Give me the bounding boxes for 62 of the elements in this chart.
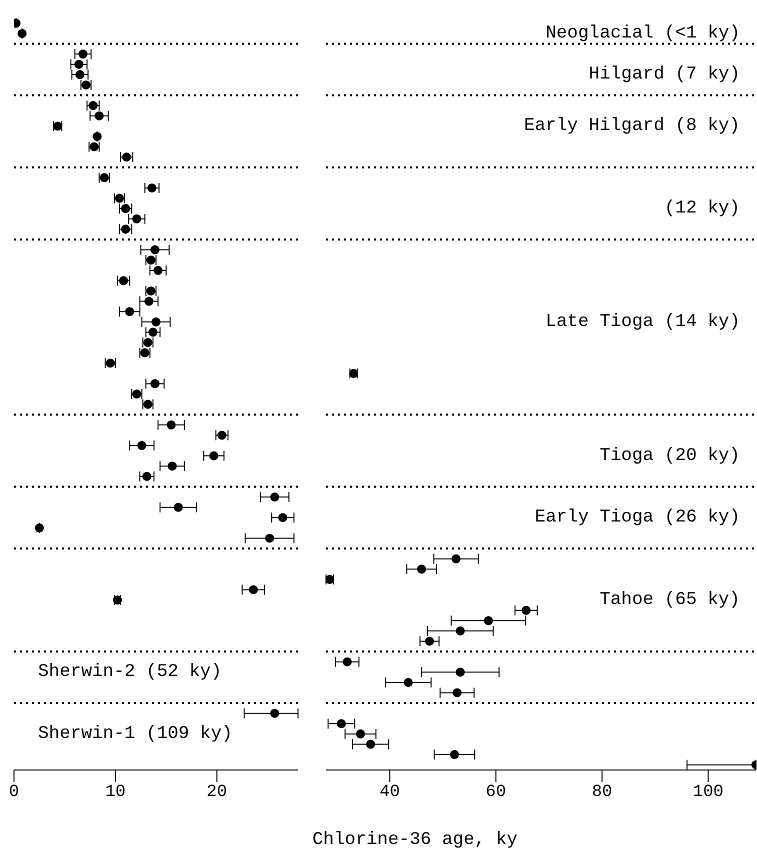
- point: [248, 585, 258, 594]
- x-tick-label: 10: [105, 783, 126, 802]
- point: [404, 678, 413, 687]
- point: [147, 183, 156, 192]
- y-tick-label: Late Tioga (14 ky): [546, 312, 740, 332]
- x-tick-label: 40: [380, 783, 400, 802]
- point: [265, 534, 274, 543]
- point: [366, 740, 376, 749]
- y-tick-label: Tahoe (65 ky): [600, 590, 740, 610]
- point: [270, 708, 280, 718]
- point: [148, 328, 158, 337]
- point: [456, 626, 465, 636]
- point: [452, 688, 462, 698]
- point: [356, 729, 366, 738]
- point: [142, 472, 152, 481]
- point: [125, 307, 134, 316]
- point: [168, 462, 177, 471]
- x-tick-label: 100: [692, 783, 724, 802]
- point: [174, 502, 183, 512]
- point: [151, 317, 161, 326]
- point: [456, 668, 465, 677]
- point: [94, 111, 104, 120]
- x-tick-label: 60: [486, 783, 506, 802]
- point: [217, 430, 226, 440]
- y-tick-label: Early Tioga (26 ky): [534, 508, 740, 528]
- y-tick-label: Sherwin-2 (52 ky): [38, 662, 222, 682]
- point: [450, 750, 459, 760]
- point: [154, 266, 163, 275]
- point: [452, 554, 461, 564]
- y-tick-label: Tioga (20 ky): [600, 446, 740, 466]
- y-tick-label: Early Hilgard (8 ky): [524, 116, 740, 136]
- point: [278, 513, 288, 522]
- point: [336, 719, 346, 728]
- point: [144, 296, 154, 306]
- point: [18, 28, 27, 38]
- point: [121, 204, 130, 214]
- point: [209, 451, 218, 460]
- point: [425, 636, 434, 646]
- point: [150, 379, 160, 388]
- x-axis-title: Chlorine-36 age, ky: [311, 830, 519, 850]
- y-tick-label: Neoglacial (<1 ky): [546, 23, 740, 44]
- point: [342, 657, 352, 666]
- point: [417, 564, 426, 574]
- x-tick-label: 80: [592, 783, 612, 802]
- point: [119, 276, 128, 286]
- point: [484, 616, 493, 626]
- point: [34, 523, 44, 532]
- point: [78, 50, 88, 59]
- y-tick-label: Sherwin-1 (109 ky): [38, 724, 232, 744]
- point: [75, 70, 84, 80]
- point: [137, 441, 146, 450]
- y-tick-label: (12 ky): [664, 198, 740, 219]
- point: [166, 420, 176, 430]
- y-tick-label: Hilgard (7 ky): [588, 64, 740, 85]
- point: [150, 245, 160, 254]
- point: [74, 60, 84, 69]
- point: [270, 492, 280, 502]
- point: [121, 224, 130, 234]
- point: [522, 606, 531, 615]
- x-tick-label: 0: [8, 783, 20, 802]
- point: [132, 214, 142, 224]
- x-tick-label: 20: [206, 783, 228, 802]
